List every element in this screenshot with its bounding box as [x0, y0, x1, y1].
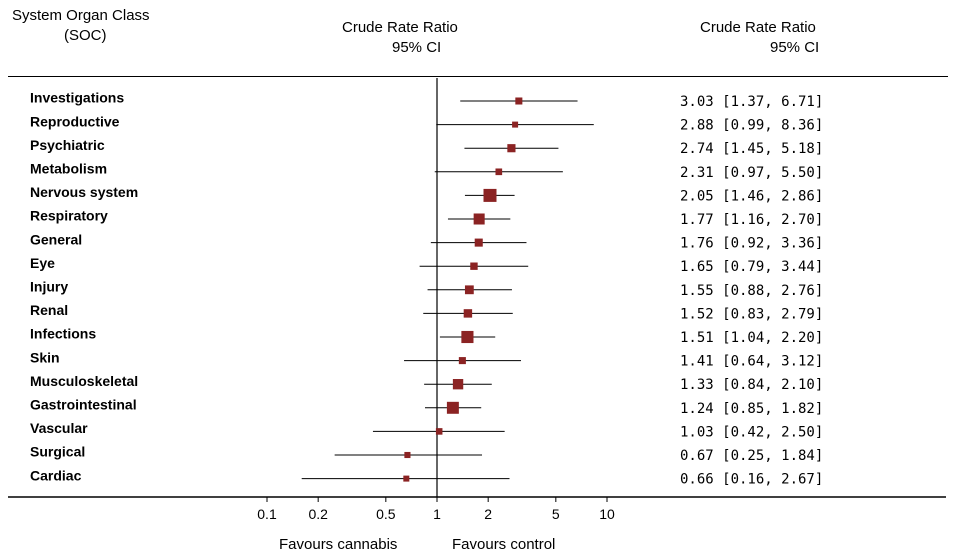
- ci-value-text: 2.05 [1.46, 2.86]: [680, 188, 823, 204]
- x-tick-label: 1: [433, 506, 441, 522]
- x-tick-label: 2: [484, 506, 492, 522]
- header-soc: System Organ Class (SOC): [12, 6, 150, 46]
- point-estimate-marker: [403, 475, 410, 482]
- forest-row: General 1.76 [0.92, 3.36]: [30, 231, 823, 251]
- forest-row: Psychiatric 2.74 [1.45, 5.18]: [30, 137, 823, 157]
- ci-value-text: 2.88 [0.99, 8.36]: [680, 118, 823, 134]
- ci-value-text: 1.03 [0.42, 2.50]: [680, 424, 823, 440]
- forest-row: Skin 1.41 [0.64, 3.12]: [30, 349, 823, 369]
- point-estimate-marker: [458, 357, 466, 365]
- x-tick-label: 0.5: [376, 506, 396, 522]
- forest-row: Investigations 3.03 [1.37, 6.71]: [30, 90, 823, 110]
- forest-row: Infections 1.51 [1.04, 2.20]: [30, 326, 823, 346]
- forest-row: Metabolism 2.31 [0.97, 5.50]: [30, 161, 823, 181]
- point-estimate-marker: [474, 238, 483, 247]
- forest-row: Respiratory 1.77 [1.16, 2.70]: [30, 208, 823, 228]
- forest-row: Nervous system 2.05 [1.46, 2.86]: [30, 184, 823, 204]
- ci-value-text: 2.74 [1.45, 5.18]: [680, 141, 823, 157]
- soc-label: Investigations: [30, 90, 124, 106]
- point-estimate-marker: [507, 144, 516, 153]
- ci-value-text: 1.33 [0.84, 2.10]: [680, 377, 823, 393]
- favours-control-label: Favours control: [452, 536, 556, 553]
- header-divider: [8, 76, 948, 77]
- soc-label: General: [30, 231, 82, 247]
- header-soc-line2: (SOC): [64, 27, 107, 44]
- ci-value-text: 1.65 [0.79, 3.44]: [680, 259, 823, 275]
- x-tick-label: 0.2: [308, 506, 328, 522]
- soc-label: Renal: [30, 302, 68, 318]
- ci-value-text: 3.03 [1.37, 6.71]: [680, 94, 823, 110]
- soc-label: Respiratory: [30, 208, 108, 224]
- point-estimate-marker: [452, 379, 464, 390]
- forest-plot: Investigations 3.03 [1.37, 6.71] Reproduct…: [8, 78, 946, 522]
- point-estimate-marker: [495, 168, 503, 176]
- x-tick-label: 5: [552, 506, 560, 522]
- header-crude-rate-ratio-values: Crude Rate Ratio 95% CI: [700, 18, 819, 58]
- soc-label: Surgical: [30, 444, 85, 460]
- ci-value-text: 0.67 [0.25, 1.84]: [680, 448, 823, 464]
- soc-label: Metabolism: [30, 161, 107, 177]
- soc-label: Cardiac: [30, 467, 82, 483]
- header-crude-rate-ratio-plot: Crude Rate Ratio 95% CI: [342, 18, 458, 58]
- soc-label: Psychiatric: [30, 137, 105, 153]
- forest-row: Reproductive 2.88 [0.99, 8.36]: [30, 113, 823, 133]
- soc-label: Vascular: [30, 420, 88, 436]
- ci-value-text: 1.24 [0.85, 1.82]: [680, 401, 823, 417]
- soc-label: Infections: [30, 326, 96, 342]
- header-soc-line1: System Organ Class: [12, 7, 150, 24]
- point-estimate-marker: [473, 213, 485, 225]
- soc-label: Eye: [30, 255, 55, 271]
- ci-value-text: 1.51 [1.04, 2.20]: [680, 330, 823, 346]
- soc-label: Nervous system: [30, 184, 138, 200]
- forest-row: Vascular 1.03 [0.42, 2.50]: [30, 420, 823, 440]
- point-estimate-marker: [435, 428, 443, 435]
- ci-value-text: 2.31 [0.97, 5.50]: [680, 165, 823, 181]
- forest-row: Musculoskeletal 1.33 [0.84, 2.10]: [30, 373, 823, 393]
- header-mid-line2: 95% CI: [392, 39, 442, 56]
- header-right-line1: Crude Rate Ratio: [700, 19, 816, 36]
- point-estimate-marker: [446, 401, 459, 414]
- forest-row: Gastrointestinal 1.24 [0.85, 1.82]: [30, 397, 823, 417]
- point-estimate-marker: [470, 262, 478, 270]
- forest-row: Eye 1.65 [0.79, 3.44]: [30, 255, 823, 275]
- favours-cannabis-label: Favours cannabis: [279, 536, 398, 553]
- header-mid-line1: Crude Rate Ratio: [342, 19, 458, 36]
- point-estimate-marker: [512, 121, 519, 128]
- point-estimate-marker: [463, 309, 473, 318]
- ci-value-text: 1.77 [1.16, 2.70]: [680, 212, 823, 228]
- point-estimate-marker: [404, 451, 411, 459]
- x-tick-label: 10: [599, 506, 615, 522]
- soc-label: Gastrointestinal: [30, 397, 137, 413]
- forest-row: Injury 1.55 [0.88, 2.76]: [30, 279, 823, 299]
- soc-label: Reproductive: [30, 113, 120, 129]
- ci-value-text: 1.55 [0.88, 2.76]: [680, 283, 823, 299]
- soc-label: Injury: [30, 279, 68, 295]
- forest-row: Surgical 0.67 [0.25, 1.84]: [30, 444, 823, 464]
- point-estimate-marker: [464, 285, 474, 295]
- point-estimate-marker: [515, 97, 523, 105]
- ci-value-text: 0.66 [0.16, 2.67]: [680, 472, 823, 488]
- x-tick-label: 0.1: [257, 506, 277, 522]
- soc-label: Skin: [30, 349, 60, 365]
- forest-row: Cardiac 0.66 [0.16, 2.67]: [30, 467, 823, 487]
- forest-row: Renal 1.52 [0.83, 2.79]: [30, 302, 823, 322]
- ci-value-text: 1.52 [0.83, 2.79]: [680, 306, 823, 322]
- soc-label: Musculoskeletal: [30, 373, 138, 389]
- point-estimate-marker: [483, 188, 497, 202]
- ci-value-text: 1.41 [0.64, 3.12]: [680, 354, 823, 370]
- ci-value-text: 1.76 [0.92, 3.36]: [680, 236, 823, 252]
- header-right-line2: 95% CI: [770, 39, 820, 56]
- point-estimate-marker: [461, 330, 474, 344]
